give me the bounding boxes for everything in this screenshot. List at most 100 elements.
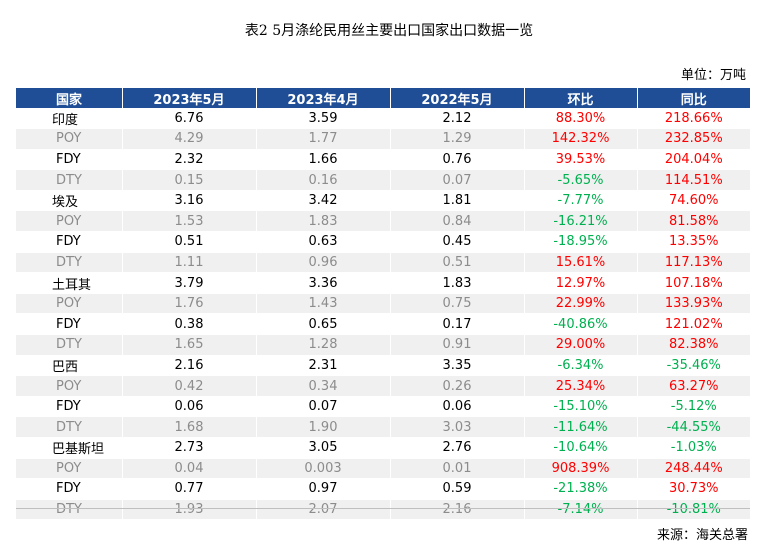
cell-name: POY [16,293,122,315]
country-row: 巴西 2.16 2.31 3.35 -6.34% -35.46% [16,355,750,377]
cell-2023-may: 0.51 [121,231,256,253]
cell-2023-may: 3.79 [121,272,256,294]
cell-mom: 908.39% [523,458,637,480]
cell-2023-apr: 0.003 [255,458,390,480]
cell-2023-apr: 2.07 [255,499,390,521]
cell-2023-may: 1.65 [121,334,256,356]
cell-2023-may: 0.15 [121,169,256,191]
cell-2022-may: 1.81 [389,190,524,212]
cell-yoy: -1.03% [636,437,750,459]
product-row: FDY 2.32 1.66 0.76 39.53% 204.04% [16,149,750,171]
cell-mom: -18.95% [523,231,637,253]
cell-2022-may: 0.45 [389,231,524,253]
cell-2023-may: 0.04 [121,458,256,480]
cell-2023-may: 6.76 [121,108,256,130]
header-mom: 环比 [523,88,637,108]
cell-yoy: 117.13% [636,252,750,274]
cell-2023-apr: 3.59 [255,108,390,130]
cell-yoy: 63.27% [636,375,750,397]
unit-label: 单位：万吨 [680,68,746,83]
cell-mom: 15.61% [523,252,637,274]
product-row: DTY 1.68 1.90 3.03 -11.64% -44.55% [16,416,750,438]
cell-mom: -7.14% [523,499,637,521]
cell-yoy: 74.60% [636,190,750,212]
product-row: DTY 0.15 0.16 0.07 -5.65% 114.51% [16,169,750,191]
product-row: DTY 1.11 0.96 0.51 15.61% 117.13% [16,252,750,274]
cell-mom: 39.53% [523,149,637,171]
cell-mom: -5.65% [523,169,637,191]
cell-2022-may: 0.07 [389,169,524,191]
product-row: POY 1.53 1.83 0.84 -16.21% 81.58% [16,210,750,233]
cell-2023-may: 2.32 [121,149,256,171]
cell-mom: -7.77% [523,190,637,212]
table-header-row: 国家 2023年5月 2023年4月 2022年5月 环比 同比 [16,88,750,108]
cell-2023-apr: 2.31 [255,355,390,377]
cell-mom: 12.97% [523,272,637,294]
product-row: POY 0.04 0.003 0.01 908.39% 248.44% [16,458,750,480]
cell-2023-may: 0.38 [121,313,256,336]
source-note: 来源：海关总署 [656,528,748,543]
cell-name: FDY [16,149,122,171]
cell-2023-may: 1.76 [121,293,256,315]
cell-name: 巴西 [16,355,122,377]
cell-name: POY [16,375,122,397]
cell-mom: -6.34% [523,355,637,377]
cell-2023-apr: 1.83 [255,210,390,233]
cell-yoy: 204.04% [636,149,750,171]
cell-2023-apr: 0.65 [255,313,390,336]
cell-yoy: 232.85% [636,128,750,150]
cell-name: FDY [16,313,122,336]
cell-yoy: 114.51% [636,169,750,191]
product-row: POY 0.42 0.34 0.26 25.34% 63.27% [16,375,750,397]
cell-2023-may: 1.53 [121,210,256,233]
cell-2023-apr: 0.96 [255,252,390,274]
header-2023-apr: 2023年4月 [255,88,390,108]
cell-2022-may: 3.03 [389,416,524,438]
cell-2022-may: 0.06 [389,396,524,418]
cell-2022-may: 1.83 [389,272,524,294]
product-row: POY 1.76 1.43 0.75 22.99% 133.93% [16,293,750,315]
table-title: 表2 5月涤纶民用丝主要出口国家出口数据一览 [244,23,534,39]
cell-2023-apr: 1.28 [255,334,390,356]
cell-2022-may: 2.12 [389,108,524,130]
cell-yoy: -35.46% [636,355,750,377]
cell-2023-apr: 0.97 [255,478,390,500]
header-country: 国家 [16,88,122,108]
cell-2023-may: 4.29 [121,128,256,150]
product-row: FDY 0.38 0.65 0.17 -40.86% 121.02% [16,313,750,336]
cell-mom: 25.34% [523,375,637,397]
cell-2023-may: 1.68 [121,416,256,438]
cell-2023-apr: 3.36 [255,272,390,294]
cell-yoy: -10.81% [636,499,750,521]
product-row: FDY 0.51 0.63 0.45 -18.95% 13.35% [16,231,750,253]
cell-mom: -40.86% [523,313,637,336]
product-row: DTY 1.65 1.28 0.91 29.00% 82.38% [16,334,750,356]
cell-name: POY [16,128,122,150]
cell-mom: 142.32% [523,128,637,150]
cell-2022-may: 2.16 [389,499,524,521]
product-row: FDY 0.06 0.07 0.06 -15.10% -5.12% [16,396,750,418]
cell-yoy: 107.18% [636,272,750,294]
cell-name: FDY [16,478,122,500]
cell-2022-may: 0.75 [389,293,524,315]
product-row: DTY 1.93 2.07 2.16 -7.14% -10.81% [16,499,750,521]
cell-name: 巴基斯坦 [16,437,122,459]
cell-yoy: 218.66% [636,108,750,130]
country-row: 土耳其 3.79 3.36 1.83 12.97% 107.18% [16,272,750,294]
cell-2023-may: 2.16 [121,355,256,377]
cell-2023-may: 1.11 [121,252,256,274]
cell-yoy: 133.93% [636,293,750,315]
cell-2022-may: 0.17 [389,313,524,336]
cell-yoy: 81.58% [636,210,750,233]
header-2023-may: 2023年5月 [121,88,256,108]
cell-2023-apr: 0.63 [255,231,390,253]
cell-2023-may: 0.06 [121,396,256,418]
cell-2022-may: 0.01 [389,458,524,480]
export-data-table: 国家 2023年5月 2023年4月 2022年5月 环比 同比 印度 6.76 3… [16,88,750,521]
cell-2022-may: 0.84 [389,210,524,233]
cell-2022-may: 1.29 [389,128,524,150]
cell-yoy: 82.38% [636,334,750,356]
cell-name: 土耳其 [16,272,122,294]
cell-name: DTY [16,169,122,191]
